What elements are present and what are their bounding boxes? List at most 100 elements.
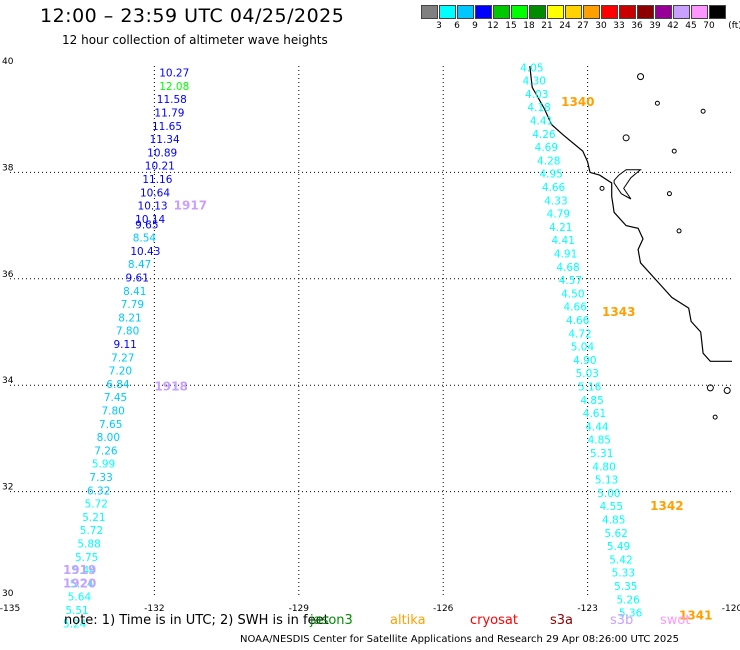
page-subtitle: 12 hour collection of altimeter wave hei… <box>62 33 328 47</box>
legend-swatch <box>493 5 510 19</box>
wave-height-label: 4.91 <box>554 249 577 261</box>
pass-number-label: 1920 <box>63 576 96 590</box>
island-shape <box>706 384 714 392</box>
legend-swatch <box>457 5 474 19</box>
legend-swatch <box>475 5 492 19</box>
wave-height-label: 4.69 <box>535 142 558 154</box>
wave-height-label: 9.65 <box>135 219 158 231</box>
wave-height-label: 4.50 <box>561 288 584 300</box>
mission-s3b-label: s3b <box>610 613 634 628</box>
legend-label: 36 <box>631 21 643 31</box>
wave-height-label: 5.04 <box>571 342 595 354</box>
mission-s3a-label: s3a <box>550 613 574 628</box>
wave-height-label: 4.66 <box>566 315 590 327</box>
wave-height-label: 4.03 <box>525 89 548 101</box>
wave-height-label: 10.27 <box>159 68 189 80</box>
legend-swatch <box>637 5 654 19</box>
wave-height-label: 5.16 <box>578 382 602 394</box>
legend-label: 30 <box>595 21 607 31</box>
island-shape <box>637 73 645 81</box>
x-tick-label: -126 <box>433 604 454 614</box>
wave-height-label: 8.21 <box>118 312 141 324</box>
y-tick-label: 30 <box>2 589 14 599</box>
wave-height-label: 4.90 <box>573 355 596 367</box>
wave-height-label: 6.32 <box>87 485 110 497</box>
wave-height-label: 10.43 <box>130 246 160 258</box>
legend-swatch <box>547 5 564 19</box>
wave-height-label: 7.80 <box>101 405 124 417</box>
x-tick-label: -123 <box>577 604 597 614</box>
legend-label: 6 <box>454 21 460 31</box>
legend-swatch <box>421 5 438 19</box>
wave-height-label: 10.89 <box>147 147 177 159</box>
legend-label: 39 <box>649 21 661 31</box>
y-tick-label: 40 <box>2 57 14 67</box>
wave-height-label: 5.21 <box>82 512 105 524</box>
legend-label: 42 <box>667 21 679 31</box>
wave-height-label: 5.36 <box>619 608 643 620</box>
pass-number-label: 1917 <box>174 199 207 213</box>
pass-number-label: 1341 <box>679 608 712 622</box>
wave-height-label: 7.80 <box>116 326 139 338</box>
wave-height-label: 5.49 <box>607 541 630 553</box>
legend-label: 21 <box>541 21 553 31</box>
california-coastline <box>529 65 732 362</box>
wave-height-label: 5.72 <box>80 525 103 537</box>
wave-height-label: 5.44 <box>73 565 97 577</box>
wave-height-label: 10.64 <box>140 187 170 199</box>
wave-height-label: 10.13 <box>138 201 168 213</box>
pass-number-label: 1340 <box>561 95 594 109</box>
wave-height-label: 12.08 <box>159 81 189 93</box>
wave-height-label: 4.28 <box>537 155 560 167</box>
legend-swatch <box>565 5 582 19</box>
wave-height-label: 4.66 <box>564 302 588 314</box>
x-tick-label: -135 <box>0 604 20 614</box>
legend-label: 9 <box>472 21 478 31</box>
wave-height-label: 10.21 <box>145 161 175 173</box>
grid-lines <box>10 66 732 598</box>
wave-height-label: 8.41 <box>123 286 146 298</box>
wave-height-label: 11.58 <box>157 94 187 106</box>
legend-swatch <box>619 5 636 19</box>
wave-height-label: 5.75 <box>75 552 98 564</box>
wave-height-label: 7.65 <box>99 419 122 431</box>
wave-height-label: 5.03 <box>576 368 599 380</box>
wave-height-label: 4.41 <box>530 116 553 128</box>
pass-number-label: 1919 <box>63 563 96 577</box>
wave-height-label: 10.14 <box>135 214 165 226</box>
island-shape <box>723 387 731 395</box>
y-tick-label: 38 <box>2 163 14 173</box>
island-shape <box>676 228 682 234</box>
legend-label: 45 <box>685 21 697 31</box>
legend-label: 15 <box>505 21 517 31</box>
legend-swatch <box>439 5 456 19</box>
wave-height-label: 4.33 <box>544 195 567 207</box>
wave-height-label: 7.20 <box>109 366 132 378</box>
wave-height-label: 6.84 <box>106 379 130 391</box>
mission-cryosat-label: cryosat <box>470 613 518 628</box>
wave-height-label: 4.41 <box>552 235 575 247</box>
wave-height-label: 4.61 <box>583 408 606 420</box>
island-shape <box>666 191 672 197</box>
wave-height-label: 5.42 <box>609 554 632 566</box>
legend-swatch <box>691 5 708 19</box>
legend-swatch <box>655 5 672 19</box>
legend-label: 24 <box>559 21 571 31</box>
wave-height-label: 4.26 <box>532 129 556 141</box>
wave-height-label: 5.99 <box>92 459 115 471</box>
wave-height-label: 4.30 <box>523 76 546 88</box>
wave-height-label: 4.66 <box>542 182 566 194</box>
footer-note: note: 1) Time is in UTC; 2) SWH is in fe… <box>64 613 329 628</box>
legend-swatch <box>529 5 546 19</box>
x-tick-label: -120 <box>722 604 740 614</box>
x-tick-label: -129 <box>289 604 310 614</box>
wave-height-label: 8.47 <box>128 259 151 271</box>
legend-swatch <box>511 5 528 19</box>
mission-swot-label: swot <box>660 613 691 628</box>
x-tick-label: -132 <box>144 604 164 614</box>
wave-height-label: 5.26 <box>616 594 640 606</box>
wave-height-label: 4.57 <box>559 275 582 287</box>
wave-height-label: 5.24 <box>63 618 87 630</box>
